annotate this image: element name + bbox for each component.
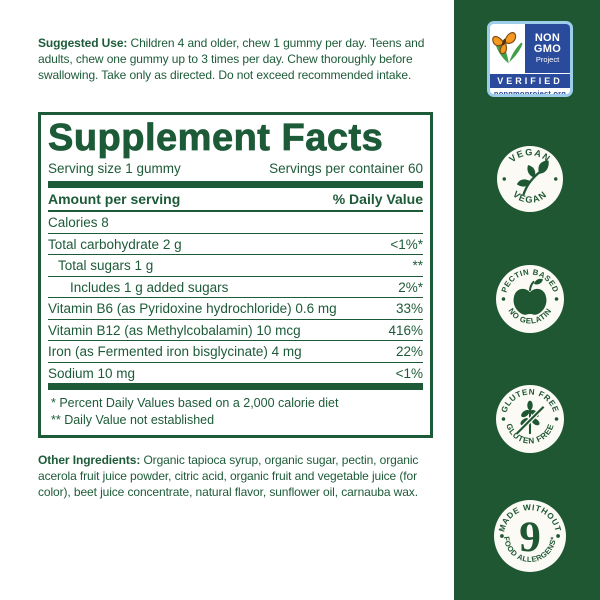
pectin-based-badge: PECTIN BASED NO GELATIN	[496, 265, 564, 333]
facts-title: Supplement Facts	[48, 117, 384, 160]
non-gmo-seal-top: NON GMO Project	[490, 24, 570, 73]
allergen-free-badge: MADE WITHOUT FOOD ALLERGENS* 9	[494, 500, 566, 572]
leaf-icon	[516, 160, 549, 196]
facts-row-carbohydrate: Total carbohydrate 2 g <1%*	[48, 234, 423, 255]
non-gmo-line3: Project	[535, 55, 560, 65]
left-dot	[502, 177, 506, 181]
gluten-free-badge: GLUTEN FREE GLUTEN FREE	[496, 385, 564, 453]
left-dot	[501, 297, 506, 301]
row-label: Total sugars 1 g	[58, 258, 154, 273]
row-label: Vitamin B6 (as Pyridoxine hydrochloride)…	[48, 301, 337, 316]
facts-header-row: Amount per serving % Daily Value	[48, 188, 423, 212]
right-dot	[554, 417, 559, 421]
row-label: Vitamin B12 (as Methylcobalamin) 10 mcg	[48, 322, 301, 338]
row-label: Total carbohydrate 2 g	[48, 236, 182, 252]
row-value: 33%	[395, 301, 423, 316]
facts-row-vitamin-b6: Vitamin B6 (as Pyridoxine hydrochloride)…	[48, 298, 423, 320]
facts-row-total-sugars: Total sugars 1 g **	[48, 255, 423, 277]
non-gmo-verified-seal: NON GMO Project VERIFIED nongmoproject.o…	[487, 21, 573, 97]
thick-divider	[48, 383, 423, 390]
right-dot	[554, 297, 559, 301]
non-gmo-line1: NON	[534, 32, 561, 45]
facts-row-sodium: Sodium 10 mg <1%	[48, 363, 423, 384]
daily-value-header: % Daily Value	[332, 191, 423, 207]
facts-row-iron: Iron (as Fermented iron bisglycinate) 4 …	[48, 341, 423, 363]
right-dot	[554, 177, 558, 181]
suggested-use-text: Children 4 and older, chew 1 gummy per d…	[38, 36, 425, 82]
svg-text:VEGAN: VEGAN	[511, 189, 549, 205]
non-gmo-line2: GMO	[533, 43, 562, 56]
supplement-facts-panel: Supplement Facts Serving size 1 gummy Se…	[38, 112, 433, 438]
no-gluten-icon	[514, 400, 546, 436]
thick-divider	[48, 181, 423, 188]
vegan-bottom-text: VEGAN	[511, 189, 548, 205]
vegan-badge: VEGAN VEGAN	[497, 146, 563, 212]
other-ingredients-text: Organic tapioca syrup, organic sugar, pe…	[38, 453, 419, 500]
suggested-use-title: Suggested Use:	[38, 36, 128, 50]
non-gmo-project-wordmark: NON GMO Project	[525, 24, 570, 73]
verified-banner: VERIFIED	[490, 74, 570, 88]
footnote-not-established: ** Daily Value not established	[51, 412, 215, 427]
non-gmo-url: nongmoproject.org	[490, 88, 570, 94]
other-ingredients-title: Other Ingredients:	[38, 453, 141, 467]
butterfly-icon	[490, 24, 525, 73]
right-dot	[556, 534, 560, 538]
servings-per-container: Servings per container 60	[269, 161, 423, 176]
left-dot	[501, 417, 506, 421]
footnote-daily-values: * Percent Daily Values based on a 2,000 …	[51, 396, 339, 410]
row-value: **	[412, 258, 423, 273]
serving-row: Serving size 1 gummy Servings per contai…	[48, 159, 423, 181]
row-value: 2%*	[398, 279, 423, 295]
row-label: Sodium 10 mg	[48, 365, 136, 381]
facts-row-added-sugars: Includes 1 g added sugars 2%*	[48, 277, 423, 298]
facts-row-vitamin-b12: Vitamin B12 (as Methylcobalamin) 10 mcg …	[48, 320, 423, 341]
facts-row-calories: Calories 8	[48, 212, 423, 234]
serving-size: Serving size 1 gummy	[48, 161, 181, 176]
row-value: <1%*	[390, 236, 423, 252]
row-value: 416%	[388, 322, 423, 338]
other-ingredients: Other Ingredients: Organic tapioca syrup…	[38, 452, 448, 501]
allergen-count: 9	[519, 514, 541, 561]
left-dot	[500, 534, 504, 538]
row-value: 22%	[395, 344, 423, 359]
apple-icon	[513, 278, 547, 315]
row-label: Includes 1 g added sugars	[70, 279, 229, 295]
row-label: Calories 8	[48, 215, 109, 230]
row-value: <1%	[395, 365, 423, 381]
amount-per-serving-header: Amount per serving	[48, 191, 181, 207]
facts-footnotes: * Percent Daily Values based on a 2,000 …	[48, 390, 423, 429]
row-label: Iron (as Fermented iron bisglycinate) 4 …	[48, 344, 302, 359]
suggested-use: Suggested Use: Children 4 and older, che…	[38, 36, 442, 83]
